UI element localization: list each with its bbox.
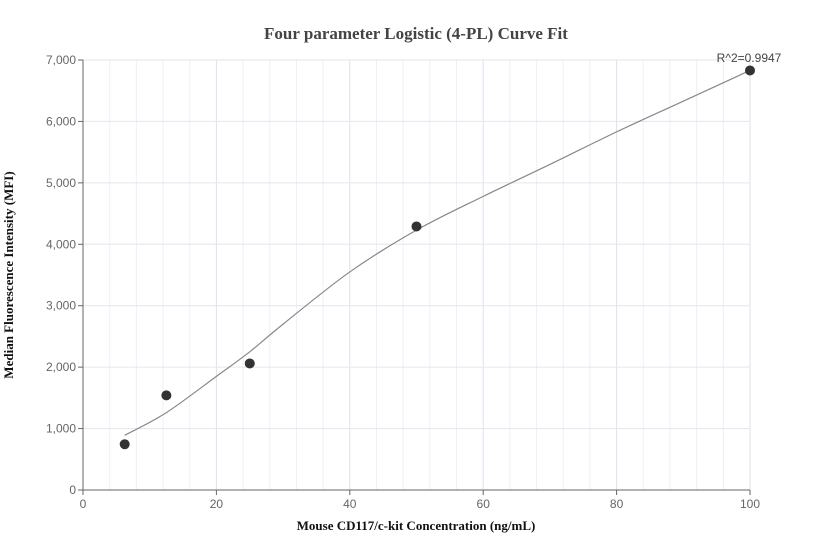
fit-curve [124, 69, 751, 436]
y-tick-label: 5,000 [46, 176, 76, 190]
grid [83, 59, 751, 490]
x-tick-label: 40 [343, 497, 357, 511]
y-axis-label: Median Fluorescence Intensity (MFI) [1, 171, 16, 378]
x-tick-label: 100 [740, 497, 760, 511]
x-tick-label: 80 [610, 497, 624, 511]
data-point [411, 221, 422, 232]
r-squared-annotation: R^2=0.9947 [717, 51, 782, 65]
data-point [745, 65, 755, 76]
x-ticks: 0 20 40 60 80 100 [80, 490, 760, 511]
y-tick-label: 7,000 [46, 53, 76, 67]
data-point [119, 439, 130, 450]
x-axis-label: Mouse CD117/c-kit Concentration (ng/mL) [297, 518, 536, 533]
y-tick-label: 4,000 [46, 237, 76, 251]
chart-title: Four parameter Logistic (4-PL) Curve Fit [264, 24, 568, 43]
y-tick-label: 1,000 [46, 422, 76, 436]
y-tick-label: 3,000 [46, 299, 76, 313]
y-tick-label: 6,000 [46, 114, 76, 128]
y-ticks: 0 1,000 2,000 3,000 4,000 5,000 6,000 7,000 [46, 53, 83, 497]
axes [82, 60, 750, 491]
x-tick-label: 0 [80, 497, 87, 511]
data-point [161, 390, 172, 401]
x-tick-label: 60 [477, 497, 491, 511]
y-tick-label: 2,000 [46, 360, 76, 374]
data-points [119, 65, 755, 450]
x-tick-label: 20 [210, 497, 224, 511]
y-tick-label: 0 [69, 483, 76, 497]
data-point [244, 358, 255, 369]
